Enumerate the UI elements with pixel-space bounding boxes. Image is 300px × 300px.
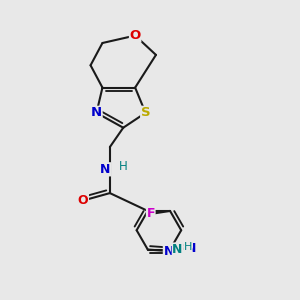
Text: N: N xyxy=(164,244,174,257)
Text: N: N xyxy=(100,163,111,176)
Text: H: H xyxy=(119,160,128,173)
Text: N: N xyxy=(186,242,196,255)
Text: F: F xyxy=(146,207,155,220)
Text: H: H xyxy=(184,242,192,252)
Text: O: O xyxy=(78,194,88,207)
Text: S: S xyxy=(141,106,150,119)
Text: N: N xyxy=(91,106,102,119)
Text: O: O xyxy=(130,29,141,42)
Text: N: N xyxy=(172,243,183,256)
